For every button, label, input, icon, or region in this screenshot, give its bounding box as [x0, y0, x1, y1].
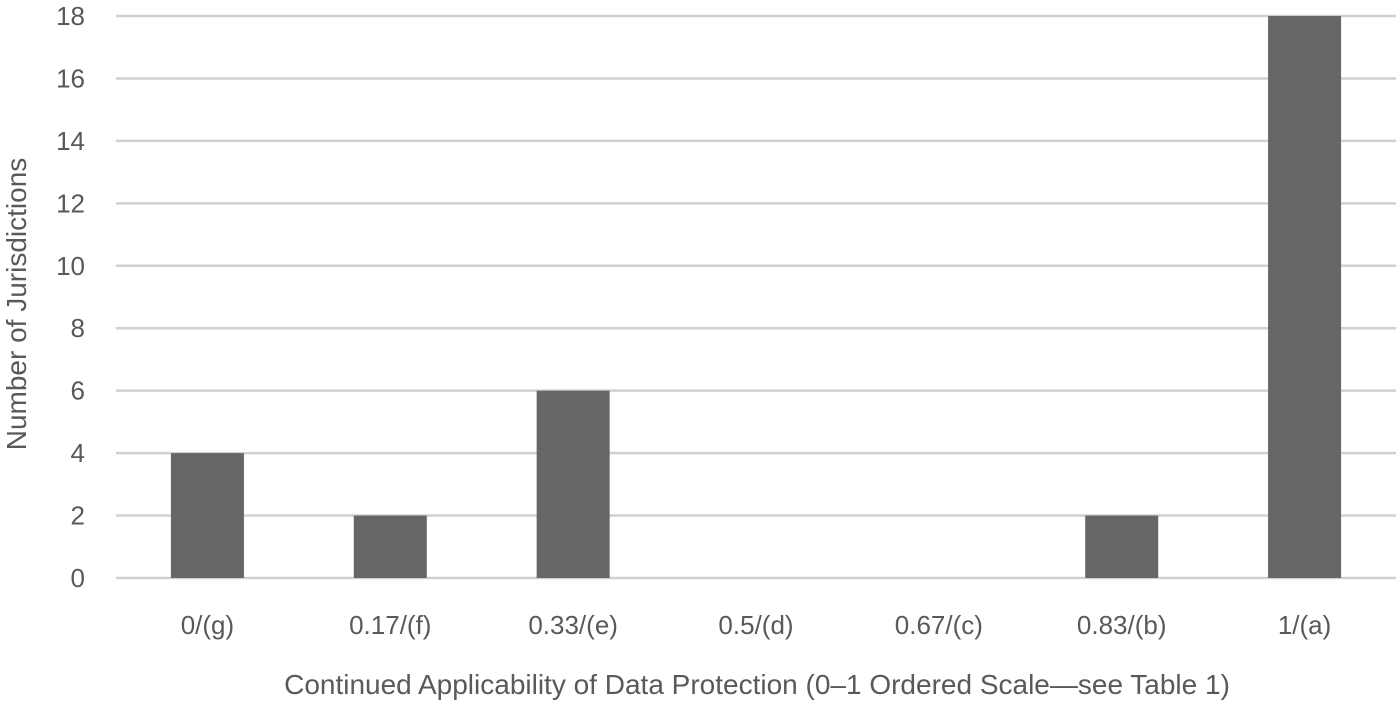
- x-tick-label: 0.17/(f): [349, 610, 431, 640]
- bar: [1268, 16, 1342, 578]
- bars: [170, 16, 1342, 578]
- gridlines: [116, 14, 1396, 580]
- x-tick-label: 0.83/(b): [1077, 610, 1167, 640]
- y-tick-label: 2: [71, 501, 85, 531]
- x-tick-label: 0/(g): [181, 610, 234, 640]
- bar: [170, 453, 244, 578]
- y-tick-label: 16: [56, 63, 85, 93]
- y-tick-label: 10: [56, 251, 85, 281]
- y-tick-label: 8: [71, 313, 85, 343]
- x-tick-labels: 0/(g) 0.17/(f) 0.33/(e) 0.5/(d) 0.67/(c) 0.83…: [181, 610, 1332, 640]
- x-axis-title: Continued Applicability of Data Protecti…: [284, 669, 1230, 700]
- y-axis-title: Number of Jurisdictions: [1, 158, 32, 451]
- y-tick-label: 0: [71, 563, 85, 593]
- x-tick-label: 0.5/(d): [718, 610, 793, 640]
- y-tick-label: 12: [56, 188, 85, 218]
- y-tick-label: 18: [56, 1, 85, 31]
- y-tick-label: 4: [71, 438, 85, 468]
- bar: [353, 515, 427, 578]
- bar: [536, 390, 610, 578]
- x-tick-label: 1/(a): [1278, 610, 1331, 640]
- bar: [1085, 515, 1159, 578]
- y-tick-label: 14: [56, 126, 85, 156]
- y-tick-label: 6: [71, 376, 85, 406]
- x-tick-label: 0.67/(c): [895, 610, 983, 640]
- y-tick-labels: 0 2 4 6 8 10 12 14 16 18: [56, 1, 85, 593]
- x-tick-label: 0.33/(e): [528, 610, 618, 640]
